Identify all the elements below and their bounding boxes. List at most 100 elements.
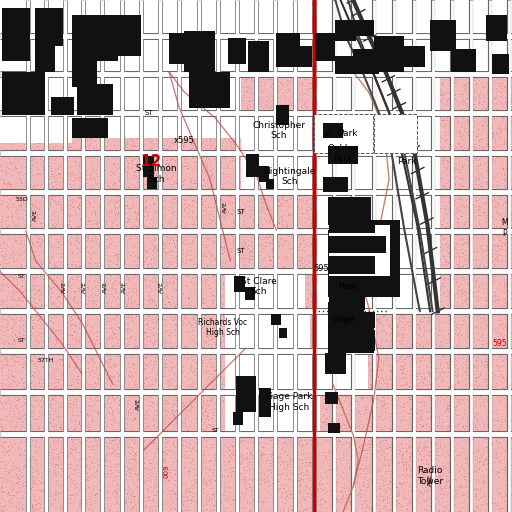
Point [407, 66, 415, 74]
Point [10, 202, 18, 210]
Point [357, 67, 366, 75]
Point [155, 189, 163, 197]
Point [12, 288, 20, 296]
Point [262, 432, 270, 440]
Point [409, 422, 417, 431]
Point [454, 36, 462, 45]
Point [280, 312, 288, 321]
Point [504, 470, 512, 478]
Point [35, 479, 44, 487]
Point [459, 353, 467, 361]
Point [170, 199, 179, 207]
Point [467, 282, 475, 290]
Point [421, 157, 429, 165]
Point [455, 390, 463, 398]
Point [81, 37, 90, 46]
Point [121, 488, 130, 497]
Point [221, 466, 229, 475]
Point [118, 42, 126, 51]
Point [502, 492, 510, 500]
Point [7, 76, 15, 84]
Point [245, 45, 253, 53]
Point [458, 488, 466, 497]
Point [66, 381, 74, 389]
Point [429, 463, 437, 471]
Point [40, 342, 49, 350]
Point [404, 165, 412, 174]
Point [120, 308, 128, 316]
Point [54, 482, 62, 490]
Point [65, 26, 73, 34]
Point [193, 298, 201, 306]
Point [321, 75, 329, 83]
Point [108, 279, 116, 287]
Point [213, 492, 221, 500]
Point [100, 80, 108, 89]
Point [78, 84, 86, 93]
Point [153, 311, 161, 319]
Point [14, 13, 22, 21]
Point [335, 470, 343, 478]
Point [148, 304, 157, 312]
Point [91, 433, 99, 441]
Point [103, 111, 111, 119]
Point [67, 25, 75, 33]
Point [392, 391, 400, 399]
Point [288, 244, 296, 252]
Point [253, 99, 261, 108]
Point [39, 423, 47, 432]
Point [271, 71, 280, 79]
Point [110, 397, 118, 405]
Point [111, 362, 119, 370]
Point [219, 312, 227, 320]
Point [343, 456, 351, 464]
Point [66, 0, 74, 8]
Point [210, 440, 218, 449]
Point [325, 51, 333, 59]
Point [258, 122, 266, 130]
Point [435, 232, 443, 241]
Point [284, 210, 292, 218]
Point [421, 204, 429, 212]
Point [354, 455, 362, 463]
Point [383, 492, 392, 500]
Point [489, 297, 498, 305]
Point [353, 465, 361, 473]
Point [30, 305, 38, 313]
Point [97, 500, 105, 508]
Point [156, 451, 164, 459]
Point [370, 18, 378, 26]
Point [445, 71, 454, 79]
Point [290, 98, 298, 106]
Point [38, 236, 46, 244]
Point [282, 31, 290, 39]
Point [38, 139, 46, 147]
Point [10, 127, 18, 135]
Point [501, 378, 509, 386]
Point [43, 113, 51, 121]
Point [56, 359, 65, 368]
Point [173, 457, 181, 465]
Point [435, 364, 443, 372]
Point [17, 84, 26, 92]
Point [150, 415, 158, 423]
Point [317, 49, 326, 57]
Point [263, 180, 271, 188]
Point [359, 258, 367, 266]
Point [100, 49, 109, 57]
Point [484, 282, 493, 290]
Point [46, 34, 54, 42]
Point [231, 18, 240, 27]
Point [357, 103, 365, 111]
Point [218, 243, 226, 251]
Point [365, 415, 373, 423]
Point [50, 150, 58, 158]
Point [393, 162, 401, 170]
Point [8, 462, 16, 471]
Point [389, 127, 397, 136]
Point [22, 118, 30, 126]
Point [442, 179, 450, 187]
Point [199, 409, 207, 417]
Point [13, 19, 22, 28]
Point [488, 202, 497, 210]
